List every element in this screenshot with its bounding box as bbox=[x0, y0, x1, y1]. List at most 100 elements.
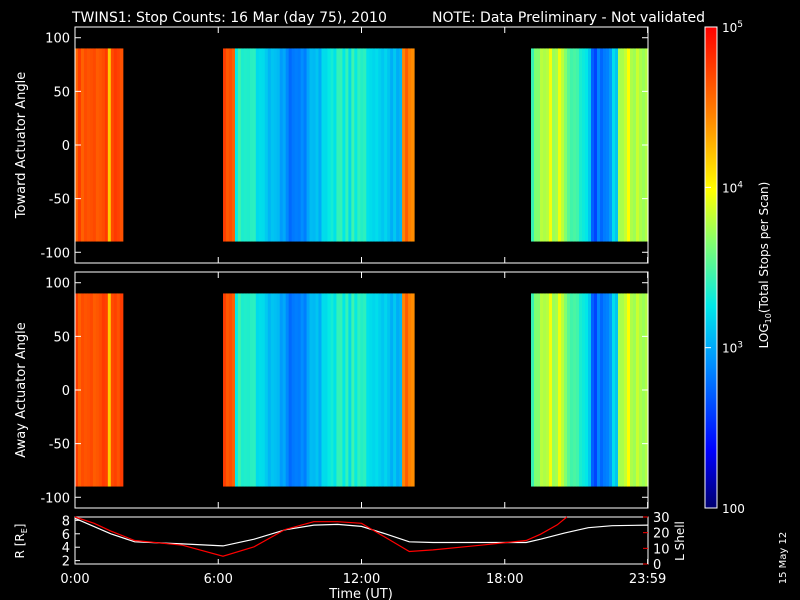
heatmap-column bbox=[249, 293, 254, 487]
away-axes: 100 50 0 -50 -100 bbox=[40, 272, 649, 508]
heatmap-column bbox=[297, 48, 302, 242]
heatmap-column bbox=[396, 48, 400, 242]
heatmap-column bbox=[408, 48, 412, 242]
date-stamp: 15 May 12 bbox=[778, 532, 789, 584]
heatmap-column bbox=[333, 48, 338, 242]
heatmap-column bbox=[223, 293, 227, 487]
heatmap-column bbox=[387, 293, 391, 487]
heatmap-column bbox=[360, 293, 364, 487]
heatmap-column bbox=[113, 293, 118, 487]
heatmap-column bbox=[606, 293, 610, 487]
heatmap-column bbox=[315, 48, 320, 242]
heatmap-column bbox=[285, 293, 290, 487]
heatmap-column bbox=[95, 293, 100, 487]
heatmap-column bbox=[321, 48, 326, 242]
heatmap-column bbox=[306, 293, 311, 487]
heatmap-column bbox=[408, 293, 412, 487]
toward-heatmap bbox=[75, 48, 649, 242]
heatmap-column bbox=[116, 48, 121, 242]
heatmap-column bbox=[279, 48, 284, 242]
x-tick-label: 12:00 bbox=[343, 572, 380, 587]
orbit-right-tick-label: 20 bbox=[653, 527, 670, 542]
heatmap-column bbox=[273, 293, 278, 487]
heatmap-column bbox=[615, 293, 619, 487]
heatmap-column bbox=[597, 48, 601, 242]
heatmap-column bbox=[405, 293, 409, 487]
orbit-left-tick-label: 4 bbox=[62, 541, 70, 556]
heatmap-column bbox=[357, 48, 361, 242]
r-series-line bbox=[74, 517, 648, 547]
heatmap-column bbox=[621, 293, 625, 487]
heatmap-column bbox=[354, 293, 358, 487]
heatmap-column bbox=[390, 293, 394, 487]
toward-ylabel: Toward Actuator Angle bbox=[14, 72, 29, 219]
l-shell-series-line bbox=[74, 516, 568, 557]
heatmap-column bbox=[579, 293, 583, 487]
y-tick-label: 0 bbox=[62, 384, 70, 399]
heatmap-column bbox=[333, 293, 338, 487]
heatmap-column bbox=[396, 293, 400, 487]
heatmap-column bbox=[234, 48, 239, 242]
toward-axes: 100 50 0 -50 -100 bbox=[40, 27, 649, 263]
heatmap-column bbox=[561, 293, 565, 487]
colorbar-tick-base: 10 bbox=[722, 342, 737, 356]
preliminary-note: NOTE: Data Preliminary - Not validated bbox=[432, 10, 705, 26]
orbit-left-tick-label: 8 bbox=[62, 514, 70, 529]
heatmap-column bbox=[291, 48, 296, 242]
heatmap-column bbox=[387, 48, 391, 242]
heatmap-column bbox=[246, 293, 251, 487]
heatmap-column bbox=[110, 293, 115, 487]
heatmap-column bbox=[366, 48, 370, 242]
heatmap-column bbox=[582, 48, 586, 242]
heatmap-column bbox=[618, 293, 622, 487]
orbit-right-tick-label: 0 bbox=[653, 558, 661, 573]
heatmap-column bbox=[336, 293, 341, 487]
heatmap-column bbox=[98, 48, 103, 242]
heatmap-column bbox=[228, 293, 233, 487]
heatmap-column bbox=[107, 293, 112, 487]
heatmap-column bbox=[552, 48, 556, 242]
heatmap-column bbox=[282, 293, 287, 487]
heatmap-column bbox=[372, 293, 376, 487]
heatmap-column bbox=[636, 293, 640, 487]
heatmap-column bbox=[384, 293, 388, 487]
orbit-right-tick-label: 10 bbox=[653, 542, 670, 557]
heatmap-column bbox=[531, 48, 535, 242]
heatmap-column bbox=[80, 293, 85, 487]
heatmap-column bbox=[246, 48, 251, 242]
colorbar-label-post: (Total Stops per Scan) bbox=[757, 182, 771, 313]
heatmap-column bbox=[603, 293, 607, 487]
heatmap-column bbox=[119, 293, 124, 487]
colorbar-tick-exp: 3 bbox=[737, 341, 743, 351]
heatmap-column bbox=[92, 48, 97, 242]
heatmap-column bbox=[226, 48, 230, 242]
heatmap-column bbox=[306, 48, 311, 242]
heatmap-column bbox=[552, 293, 556, 487]
heatmap-column bbox=[615, 48, 619, 242]
heatmap-column bbox=[639, 48, 643, 242]
heatmap-column bbox=[336, 48, 341, 242]
heatmap-column bbox=[261, 293, 266, 487]
heatmap-column bbox=[276, 293, 281, 487]
heatmap-column bbox=[636, 48, 640, 242]
colorbar-label-sub: 10 bbox=[764, 313, 773, 323]
heatmap-column bbox=[555, 293, 559, 487]
heatmap-column bbox=[279, 293, 284, 487]
heatmap-column bbox=[309, 48, 314, 242]
heatmap-column bbox=[546, 293, 550, 487]
heatmap-column bbox=[411, 293, 415, 487]
heatmap-column bbox=[576, 48, 580, 242]
heatmap-column bbox=[555, 48, 559, 242]
heatmap-column bbox=[300, 48, 305, 242]
heatmap-column bbox=[390, 48, 394, 242]
heatmap-column bbox=[351, 293, 355, 487]
heatmap-column bbox=[393, 48, 397, 242]
heatmap-column bbox=[83, 48, 88, 242]
orbit-left-ylabel-end: ] bbox=[13, 524, 27, 529]
heatmap-column bbox=[558, 293, 562, 487]
heatmap-column bbox=[543, 48, 547, 242]
heatmap-column bbox=[375, 48, 379, 242]
heatmap-column bbox=[101, 293, 106, 487]
colorbar-label: LOG10(Total Stops per Scan) bbox=[757, 182, 773, 349]
x-tick-label: 0:00 bbox=[60, 572, 89, 587]
